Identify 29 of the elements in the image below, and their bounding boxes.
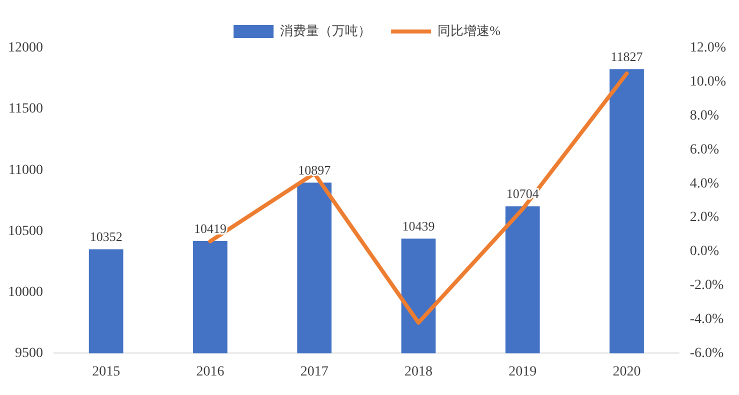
data-label: 10419 [194, 220, 226, 236]
x-tick-label: 2020 [612, 364, 641, 380]
y2-tick-label: -4.0% [690, 312, 724, 327]
x-tick-label: 2017 [300, 364, 328, 380]
y2-tick-label: 12.0% [690, 40, 726, 56]
y2-tick-label: -6.0% [690, 346, 724, 361]
x-tick-label: 2018 [404, 364, 432, 380]
y-tick-label: 10000 [8, 284, 43, 300]
y2-tick-label: 6.0% [690, 142, 720, 158]
y2-tick-label: 10.0% [690, 74, 726, 90]
legend-label: 同比增速% [438, 22, 501, 38]
y-tick-label: 9500 [15, 346, 43, 361]
y2-tick-label: 2.0% [690, 210, 720, 226]
y2-tick-label: 0.0% [690, 244, 720, 260]
y-tick-label: 10500 [8, 224, 43, 239]
y-tick-label: 12000 [8, 40, 43, 56]
data-label: 10439 [402, 218, 435, 234]
y-tick-label: 11000 [8, 162, 43, 178]
x-tick-label: 2019 [508, 364, 537, 380]
y2-tick-label: 8.0% [690, 108, 720, 124]
data-label: 10897 [298, 162, 332, 178]
data-label: 11827 [610, 49, 644, 64]
x-tick-label: 2016 [196, 364, 224, 380]
x-tick-label: 2015 [92, 364, 120, 380]
y-tick-label: 11500 [8, 102, 43, 117]
legend-label: 消费量（万吨） [280, 22, 372, 38]
y2-tick-label: 4.0% [690, 176, 720, 192]
y2-tick-label: -2.0% [690, 278, 724, 294]
data-label: 10352 [90, 229, 122, 244]
